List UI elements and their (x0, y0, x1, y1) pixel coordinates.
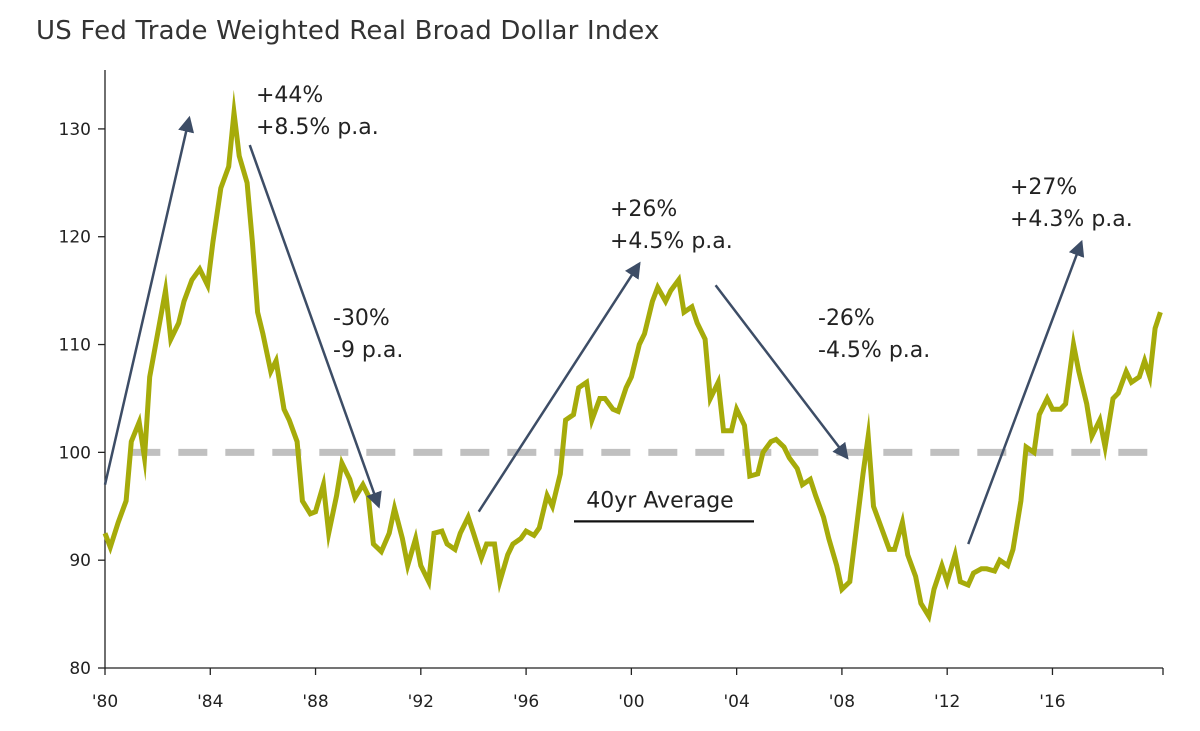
x-tick-label: '12 (934, 692, 960, 712)
annotation-label: -30% (333, 306, 390, 331)
x-tick-label: '80 (92, 692, 118, 712)
x-tick-label: '96 (513, 692, 539, 712)
y-tick-label: 90 (69, 551, 91, 571)
x-tick-label: '84 (197, 692, 223, 712)
annotation-label: +4.3% p.a. (1010, 207, 1133, 232)
annotation-label: -26% (818, 306, 875, 331)
y-tick-label: 130 (59, 120, 91, 140)
y-tick-label: 120 (59, 228, 91, 248)
x-tick-label: '04 (723, 692, 749, 712)
y-tick-label: 100 (59, 443, 91, 463)
x-tick-label: '16 (1039, 692, 1065, 712)
x-tick-label: '88 (302, 692, 328, 712)
chart-title: US Fed Trade Weighted Real Broad Dollar … (36, 16, 660, 46)
annotation-label: -9 p.a. (333, 338, 403, 363)
trend-arrow (248, 144, 382, 509)
y-tick-label: 80 (69, 659, 91, 679)
annotation-label: +27% (1010, 175, 1077, 200)
trend-arrow (967, 239, 1085, 545)
trend-arrow (103, 115, 195, 485)
x-tick-label: '00 (618, 692, 644, 712)
annotation-label: +44% (256, 83, 323, 108)
y-tick-label: 110 (59, 336, 91, 356)
trend-arrow (714, 284, 849, 460)
annotation-label: -4.5% p.a. (818, 338, 930, 363)
average-label: 40yr Average (586, 488, 733, 513)
trend-arrow (477, 261, 641, 513)
x-tick-label: '92 (408, 692, 434, 712)
annotation-label: +26% (610, 197, 677, 222)
x-tick-label: '08 (829, 692, 855, 712)
series-line (102, 89, 1163, 623)
annotation-label: +4.5% p.a. (610, 229, 733, 254)
annotation-label: +8.5% p.a. (256, 115, 379, 140)
